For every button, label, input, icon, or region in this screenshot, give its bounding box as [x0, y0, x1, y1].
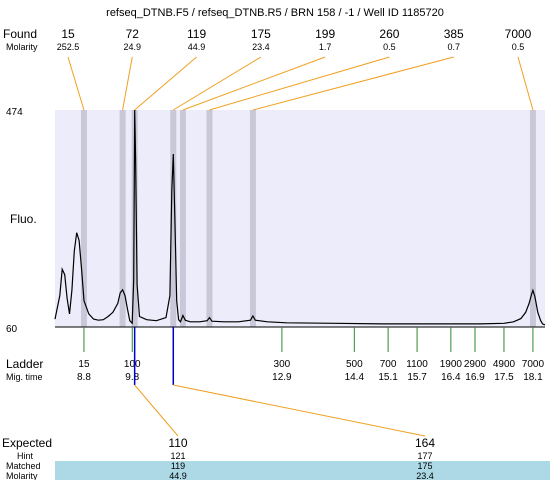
found-leader-line	[252, 56, 454, 111]
ladder-time-label: 16.4	[441, 372, 461, 383]
ladder-size-label: 100	[124, 359, 141, 370]
y-axis-label: Fluo.	[10, 212, 37, 226]
found-leader-line	[517, 56, 534, 111]
ladder-size-label: 15	[78, 359, 90, 370]
matched-row-label: Matched	[6, 461, 41, 471]
found-leader-line	[122, 56, 133, 111]
ladder-size-label: 2900	[464, 359, 487, 370]
molarity-row-highlight	[55, 471, 550, 480]
hint-value: 121	[170, 451, 185, 461]
found-leader-line	[182, 56, 326, 111]
y-tick-min: 60	[6, 324, 18, 335]
expected-size-label: 110	[168, 436, 187, 450]
ladder-time-label: 9.8	[125, 372, 139, 383]
found-leader-line	[209, 56, 390, 111]
expected-leader-line	[134, 384, 179, 437]
found-leader-line	[173, 56, 262, 111]
found-size-label: 119	[187, 27, 206, 41]
found-size-label: 260	[379, 27, 399, 41]
ladder-time-label: 18.1	[523, 372, 543, 383]
ladder-row-label: Ladder	[6, 357, 43, 371]
found-molarity-label: 24.9	[124, 42, 142, 52]
ladder-markers: 15 8.8 100 9.8 300 12.9 500 14.4 700 15.1 1100 15.7…	[77, 327, 544, 383]
chart-title: refseq_DTNB.F5 / refseq_DTNB.R5 / BRN 15…	[106, 7, 444, 19]
molarity-bottom-row-label: Molarity	[6, 471, 38, 480]
peak-band	[529, 110, 536, 327]
found-molarity-label: 23.4	[252, 42, 270, 52]
ladder-time-label: 15.1	[378, 372, 398, 383]
molarity-value: 23.4	[416, 471, 434, 480]
ladder-time-label: 15.7	[407, 372, 427, 383]
found-row-label: Found	[3, 27, 37, 41]
expected-row-label: Expected	[2, 436, 52, 450]
peak-band	[80, 110, 87, 327]
ladder-size-label: 300	[274, 359, 291, 370]
peak-band	[206, 110, 213, 327]
found-leader-line	[67, 56, 85, 111]
hint-row-label: Hint	[17, 451, 34, 461]
peak-band	[170, 110, 177, 327]
ladder-size-label: 500	[346, 359, 363, 370]
peak-band	[179, 110, 186, 327]
found-molarity-label: 44.9	[188, 42, 206, 52]
found-molarity-label: 252.5	[57, 42, 80, 52]
mig-time-row-label: Mig. time	[6, 372, 43, 382]
ladder-time-label: 12.9	[272, 372, 292, 383]
ladder-time-label: 16.9	[465, 372, 485, 383]
ladder-time-label: 8.8	[77, 372, 91, 383]
ladder-size-label: 7000	[522, 359, 545, 370]
ladder-size-label: 1900	[440, 359, 463, 370]
peak-band	[119, 110, 126, 327]
ladder-size-label: 1100	[406, 359, 428, 370]
plot-area	[55, 110, 545, 327]
found-peaks: 15252.57224.911944.917523.41991.72600.53…	[57, 27, 534, 111]
expected-size-label: 164	[415, 436, 435, 450]
found-leader-line	[134, 56, 197, 111]
found-size-label: 7000	[505, 27, 532, 41]
found-molarity-label: 0.5	[512, 42, 525, 52]
found-size-label: 72	[126, 27, 140, 41]
found-molarity-label: 1.7	[319, 42, 332, 52]
peak-band	[249, 110, 256, 327]
matched-row-highlight	[55, 461, 550, 471]
ladder-size-label: 700	[380, 359, 397, 370]
fluorescence-trace	[54, 109, 546, 326]
found-size-label: 385	[444, 27, 464, 41]
found-size-label: 15	[61, 27, 75, 41]
found-molarity-label: 0.7	[447, 42, 460, 52]
molarity-row-label: Molarity	[6, 42, 38, 52]
molarity-value: 44.9	[169, 471, 187, 480]
expected-leader-line	[173, 384, 426, 437]
matched-value: 175	[417, 461, 432, 471]
found-size-label: 199	[315, 27, 335, 41]
ladder-time-label: 17.5	[494, 372, 514, 383]
hint-value: 177	[417, 451, 432, 461]
ladder-size-label: 4900	[493, 359, 516, 370]
ladder-time-label: 14.4	[345, 372, 365, 383]
found-size-label: 175	[251, 27, 271, 41]
y-tick-max: 474	[6, 107, 23, 118]
matched-value: 119	[171, 461, 185, 471]
found-molarity-label: 0.5	[383, 42, 396, 52]
